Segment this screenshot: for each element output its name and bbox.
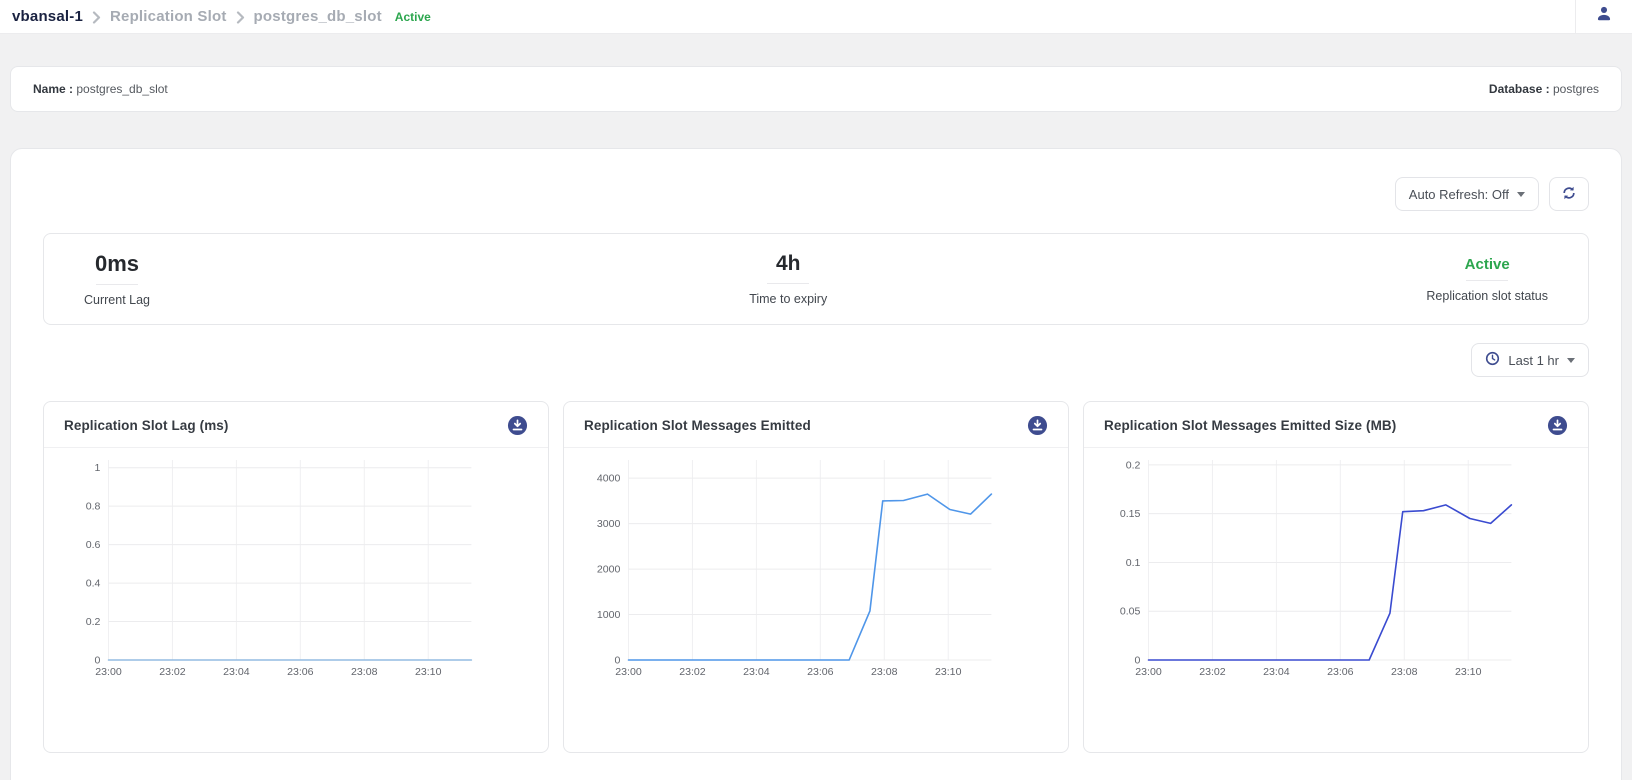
svg-text:23:02: 23:02: [1199, 666, 1226, 678]
svg-text:3000: 3000: [597, 518, 621, 530]
chart-header: Replication Slot Lag (ms): [44, 402, 548, 448]
svg-text:0.2: 0.2: [86, 616, 101, 628]
chevron-down-icon: [1567, 357, 1575, 363]
chevron-right-icon: [92, 10, 101, 24]
divider: [96, 284, 138, 285]
svg-text:23:08: 23:08: [1391, 666, 1418, 678]
svg-text:23:10: 23:10: [935, 666, 962, 678]
slot-name-label: Name :: [33, 82, 74, 96]
stat-value: 0ms: [94, 251, 140, 276]
download-icon[interactable]: [1027, 415, 1048, 436]
breadcrumb-item-slot-name[interactable]: postgres_db_slot: [253, 8, 382, 25]
svg-text:23:06: 23:06: [1327, 666, 1354, 678]
svg-text:0.8: 0.8: [86, 501, 101, 513]
chart-title: Replication Slot Lag (ms): [64, 418, 229, 433]
dashboard-panel: Auto Refresh: Off 0ms Current Lag 4h Tim…: [10, 148, 1622, 780]
breadcrumb-item-replication-slot[interactable]: Replication Slot: [110, 8, 227, 25]
stats-card: 0ms Current Lag 4h Time to expiry Active…: [43, 233, 1589, 325]
divider: [1466, 279, 1509, 281]
svg-text:0: 0: [95, 655, 101, 667]
time-range-dropdown[interactable]: Last 1 hr: [1471, 343, 1589, 377]
svg-text:23:10: 23:10: [1455, 666, 1482, 678]
svg-text:23:06: 23:06: [287, 666, 314, 678]
svg-text:0: 0: [1135, 655, 1141, 667]
svg-text:23:04: 23:04: [223, 666, 250, 678]
stat-label: Current Lag: [84, 293, 151, 307]
chart-card-messages-emitted: Replication Slot Messages Emitted 23:00 2…: [563, 401, 1069, 753]
svg-text:23:08: 23:08: [871, 666, 898, 678]
chart-header: Replication Slot Messages Emitted Size (…: [1084, 402, 1588, 448]
svg-text:0.2: 0.2: [1126, 459, 1141, 471]
svg-text:23:02: 23:02: [159, 666, 186, 678]
svg-text:1000: 1000: [597, 609, 621, 621]
svg-text:23:08: 23:08: [351, 666, 378, 678]
user-menu-button[interactable]: [1576, 5, 1632, 28]
svg-text:0.05: 0.05: [1120, 606, 1141, 618]
database-label: Database :: [1488, 82, 1550, 96]
slot-info-bar: Name : postgres_db_slot Database : postg…: [10, 66, 1622, 112]
stat-value: Active: [1464, 255, 1510, 273]
auto-refresh-dropdown[interactable]: Auto Refresh: Off: [1394, 177, 1539, 211]
breadcrumb: vbansal-1 Replication Slot postgres_db_s…: [12, 8, 1575, 25]
svg-text:23:02: 23:02: [679, 666, 706, 678]
user-icon: [1595, 5, 1613, 28]
svg-text:23:04: 23:04: [1263, 666, 1290, 678]
time-range-label: Last 1 hr: [1508, 352, 1559, 368]
time-range-row: Last 1 hr: [43, 343, 1589, 377]
svg-text:23:04: 23:04: [743, 666, 770, 678]
divider: [1575, 0, 1576, 33]
topbar-right: [1575, 0, 1632, 33]
download-icon[interactable]: [1547, 415, 1568, 436]
chart-title: Replication Slot Messages Emitted Size (…: [1104, 418, 1397, 433]
charts-row: Replication Slot Lag (ms) 23:00 23:02 23:0…: [43, 401, 1589, 753]
line-chart-slot-lag: 23:00 23:02 23:04 23:06 23:08 23:10 0 0.2 0.4 0.6…: [86, 460, 473, 678]
svg-text:4000: 4000: [597, 473, 621, 485]
auto-refresh-label: Auto Refresh: Off: [1408, 186, 1509, 202]
stat-value: 4h: [775, 252, 801, 275]
chart-card-messages-size: Replication Slot Messages Emitted Size (…: [1083, 401, 1589, 753]
chevron-right-icon: [236, 10, 245, 24]
svg-text:23:00: 23:00: [1135, 666, 1162, 678]
clock-icon: [1485, 351, 1500, 369]
svg-text:0: 0: [615, 655, 621, 667]
slot-name-field: Name : postgres_db_slot: [33, 82, 168, 96]
chart-card-slot-lag: Replication Slot Lag (ms) 23:00 23:02 23:0…: [43, 401, 549, 753]
svg-text:23:00: 23:00: [615, 666, 642, 678]
stat-label: Replication slot status: [1426, 288, 1548, 303]
svg-text:23:00: 23:00: [95, 666, 122, 678]
stat-time-to-expiry: 4h Time to expiry: [749, 252, 827, 306]
chart-title: Replication Slot Messages Emitted: [584, 418, 811, 433]
download-icon[interactable]: [507, 415, 528, 436]
toolbar: Auto Refresh: Off: [43, 177, 1589, 211]
slot-name-value: postgres_db_slot: [76, 82, 168, 96]
svg-text:1: 1: [95, 462, 101, 474]
topbar: vbansal-1 Replication Slot postgres_db_s…: [0, 0, 1632, 34]
stat-current-lag: 0ms Current Lag: [84, 251, 150, 307]
breadcrumb-item-cluster[interactable]: vbansal-1: [12, 8, 83, 25]
database-field: Database : postgres: [1489, 82, 1599, 96]
stat-label: Time to expiry: [749, 292, 828, 306]
chevron-down-icon: [1517, 191, 1525, 197]
svg-text:0.4: 0.4: [86, 578, 101, 590]
database-value: postgres: [1552, 82, 1599, 96]
refresh-icon: [1561, 185, 1577, 204]
svg-text:23:10: 23:10: [415, 666, 442, 678]
line-chart-messages-emitted: 23:00 23:02 23:04 23:06 23:08 23:10 0 1000 2000 3…: [597, 460, 993, 678]
line-chart-messages-size: 23:00 23:02 23:04 23:06 23:08 23:10 0 0.05 0.1 0.…: [1120, 459, 1513, 678]
svg-text:0.15: 0.15: [1120, 508, 1141, 520]
stat-slot-status: Active Replication slot status: [1426, 256, 1548, 303]
status-badge: Active: [394, 9, 431, 24]
svg-text:2000: 2000: [597, 564, 621, 576]
chart-header: Replication Slot Messages Emitted: [564, 402, 1068, 448]
svg-text:0.1: 0.1: [1126, 557, 1141, 569]
divider: [767, 283, 810, 284]
svg-text:23:06: 23:06: [807, 666, 834, 678]
refresh-button[interactable]: [1549, 177, 1589, 211]
svg-text:0.6: 0.6: [86, 539, 101, 551]
